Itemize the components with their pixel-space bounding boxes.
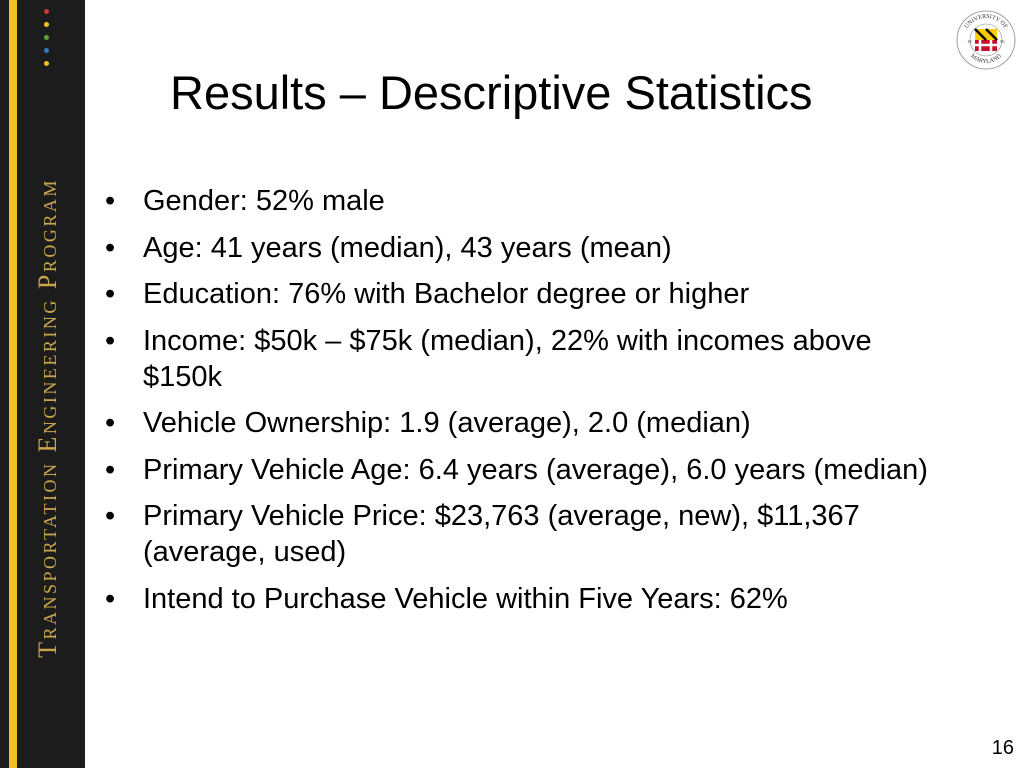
dot-red xyxy=(44,9,49,14)
university-seal-logo: UNIVERSITY OF MARYLAND 18 56 xyxy=(956,10,1016,70)
bullet-text: Primary Vehicle Price: $23,763 (average,… xyxy=(143,500,860,568)
bullet-marker: • xyxy=(105,407,116,439)
bullet-marker: • xyxy=(105,453,116,486)
bullet-list: • Gender: 52% male • Age: 41 years (median… xyxy=(103,183,933,627)
bullet-text: Primary Vehicle Age: 6.4 years (average)… xyxy=(143,453,928,486)
bullet-marker: • xyxy=(105,500,116,532)
bullet-item-purchase-intent: • Intend to Purchase Vehicle within Five … xyxy=(103,581,933,617)
bullet-marker: • xyxy=(105,231,116,264)
svg-text:56: 56 xyxy=(1000,39,1005,44)
dot-green xyxy=(44,35,49,40)
bullet-text: Vehicle Ownership: 1.9 (average), 2.0 (m… xyxy=(143,407,751,439)
bullet-item-education: • Education: 76% with Bachelor degree or … xyxy=(103,276,933,312)
bullet-marker: • xyxy=(105,185,116,217)
bullet-item-vehicle-age: • Primary Vehicle Age: 6.4 years (average… xyxy=(103,452,933,488)
bullet-text: Income: $50k – $75k (median), 22% with i… xyxy=(143,324,872,393)
bullet-marker: • xyxy=(105,278,116,310)
bullet-item-income: • Income: $50k – $75k (median), 22% with … xyxy=(103,323,933,395)
svg-text:18: 18 xyxy=(967,39,972,44)
program-name: Transportation Engineering Program xyxy=(33,178,62,658)
dot-gold-2 xyxy=(44,61,49,66)
bullet-item-gender: • Gender: 52% male xyxy=(103,183,933,219)
bullet-item-vehicle-ownership: • Vehicle Ownership: 1.9 (average), 2.0 (… xyxy=(103,405,933,441)
bullet-text: Education: 76% with Bachelor degree or h… xyxy=(143,278,750,310)
slide-title: Results – Descriptive Statistics xyxy=(170,66,813,119)
bullet-text: Age: 41 years (median), 43 years (mean) xyxy=(143,231,672,264)
bullet-marker: • xyxy=(105,324,116,357)
color-dots xyxy=(44,9,52,74)
dot-blue xyxy=(44,48,49,53)
bullet-marker: • xyxy=(105,582,116,615)
sidebar: Transportation Engineering Program xyxy=(0,0,85,768)
maryland-flag-icon xyxy=(974,28,998,51)
bullet-item-vehicle-price: • Primary Vehicle Price: $23,763 (average… xyxy=(103,498,933,570)
dot-gold xyxy=(44,22,49,27)
bullet-text: Intend to Purchase Vehicle within Five Y… xyxy=(143,582,788,615)
bullet-text: Gender: 52% male xyxy=(143,185,385,217)
bullet-item-age: • Age: 41 years (median), 43 years (mean) xyxy=(103,230,933,266)
sidebar-gold-stripe xyxy=(9,0,17,768)
page-number: 16 xyxy=(991,737,1014,759)
